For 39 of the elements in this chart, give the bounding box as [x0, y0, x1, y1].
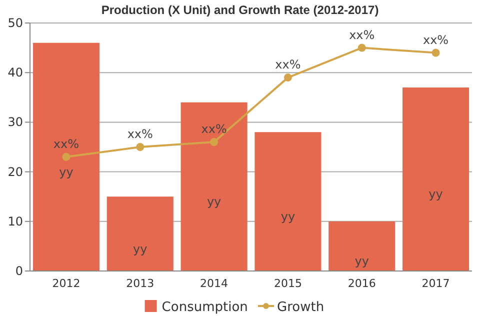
x-tick-label: 2015: [274, 277, 302, 290]
data-label: yy: [354, 254, 369, 268]
data-label: xx%: [422, 32, 449, 47]
data-label: xx%: [201, 122, 227, 136]
x-tick-label: 2013: [126, 277, 154, 290]
data-label: xx%: [53, 136, 80, 151]
x-tick-label: 2014: [200, 277, 228, 290]
data-label: xx%: [349, 28, 375, 42]
y-tick-label: 40: [8, 66, 23, 80]
bar: [254, 132, 322, 271]
y-tick-label: 10: [8, 214, 23, 228]
x-tick-label: 2012: [52, 277, 80, 290]
x-tick-label: 2016: [348, 277, 376, 290]
y-tick-label: 30: [8, 115, 23, 130]
bar: [328, 221, 396, 271]
bar: [180, 102, 248, 271]
point: [136, 143, 144, 151]
legend-label: Growth: [277, 300, 324, 315]
data-label: yy: [206, 194, 222, 209]
point: [284, 74, 292, 82]
bar: [106, 196, 174, 271]
point: [358, 44, 366, 52]
bar: [402, 87, 470, 271]
bar: [32, 42, 100, 271]
data-label: xx%: [127, 127, 153, 141]
data-label: xx%: [275, 58, 301, 72]
point: [62, 152, 70, 161]
y-tick-label: 0: [15, 264, 23, 278]
x-tick-label: 2017: [422, 277, 450, 290]
point: [210, 138, 218, 146]
data-label: yy: [59, 164, 74, 179]
y-tick-label: 20: [8, 164, 23, 179]
legend-label: Consumption: [162, 300, 248, 315]
chart-title: Production (X Unit) and Growth Rate (2012-2017): [101, 3, 379, 17]
data-label: yy: [428, 187, 443, 202]
point: [432, 48, 440, 57]
data-label: yy: [133, 242, 148, 256]
data-label: yy: [280, 210, 296, 224]
y-tick-label: 50: [8, 16, 23, 30]
